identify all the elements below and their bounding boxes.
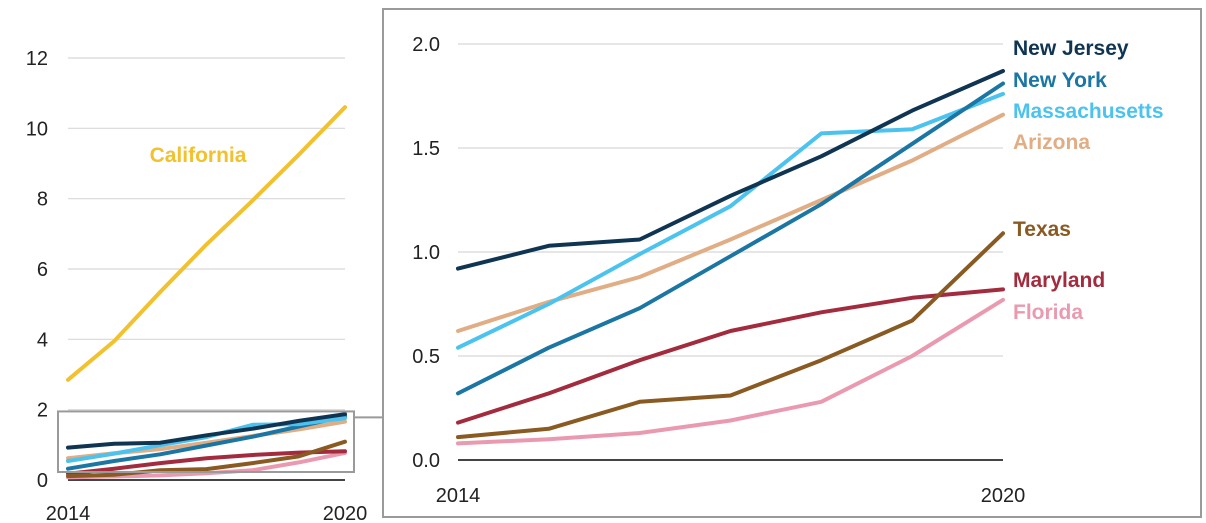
inset-x-tick-label: 2014 [436, 485, 481, 507]
overview-y-tick-label: 0 [37, 470, 48, 492]
inset-y-tick-label: 2.0 [412, 34, 440, 56]
legend-label-new-york: New York [1013, 69, 1107, 92]
overview-y-tick-label: 8 [37, 189, 48, 211]
inset-line-texas [456, 231, 1005, 440]
inset-y-axis: 0.0 0.5 1.0 1.5 2.0 [412, 34, 440, 472]
legend-label-florida: Florida [1013, 301, 1083, 324]
inset-line-florida [456, 297, 1005, 446]
inset-y-tick-label: 0.0 [412, 450, 440, 472]
inset-line-new-york [456, 81, 1005, 396]
overview-line-series-6 [66, 449, 347, 476]
overview-y-tick-label: 4 [37, 329, 48, 351]
inset-x-axis: 2014 2020 [436, 485, 1026, 507]
overview-x-tick-label: 2014 [46, 503, 91, 523]
inset-series-lines [456, 69, 1005, 446]
zoom-region-box [57, 410, 355, 473]
inset-line-massachusetts [456, 91, 1005, 350]
overview-gridlines [68, 57, 345, 481]
overview-x-axis: 2014 2020 [46, 503, 368, 523]
overview-y-tick-label: 12 [26, 48, 48, 70]
inset-gridlines [458, 43, 1003, 461]
legend-label-arizona: Arizona [1013, 131, 1090, 154]
inset-line-new-jersey [456, 69, 1005, 271]
overview-line-series-1 [66, 412, 347, 450]
overview-y-tick-label: 2 [37, 400, 48, 422]
zoomed-inset-chart: 0.0 0.5 1.0 1.5 2.0 2014 2020 New Jersey New Y… [382, 8, 1202, 518]
inset-y-tick-label: 0.5 [412, 346, 440, 368]
overview-x-tick-label: 2020 [323, 503, 368, 523]
inset-y-tick-label: 1.5 [412, 138, 440, 160]
legend-label-massachusetts: Massachusetts [1013, 100, 1164, 123]
overview-line-series-2 [66, 414, 347, 471]
overview-series-lines [66, 105, 347, 480]
legend-label-texas: Texas [1013, 218, 1071, 241]
inset-y-tick-label: 1.0 [412, 242, 440, 264]
inset-legend-labels: New Jersey New York Massachusetts Arizona Te… [1013, 37, 1164, 324]
overview-y-tick-label: 10 [26, 118, 48, 140]
overview-y-axis: 0 2 4 6 8 10 12 [26, 48, 48, 492]
overview-line-series-5 [66, 439, 347, 479]
inset-line-maryland [456, 287, 1005, 425]
overview-y-tick-label: 6 [37, 259, 48, 281]
overview-chart: 0 2 4 6 8 10 12 2014 2020 California [26, 48, 368, 523]
overview-line-california [66, 105, 347, 382]
legend-label-new-jersey: New Jersey [1013, 37, 1129, 60]
inset-x-tick-label: 2020 [981, 485, 1026, 507]
series-label-california: California [150, 144, 247, 167]
overview-series-labels: California [150, 144, 247, 167]
legend-label-maryland: Maryland [1013, 269, 1105, 292]
